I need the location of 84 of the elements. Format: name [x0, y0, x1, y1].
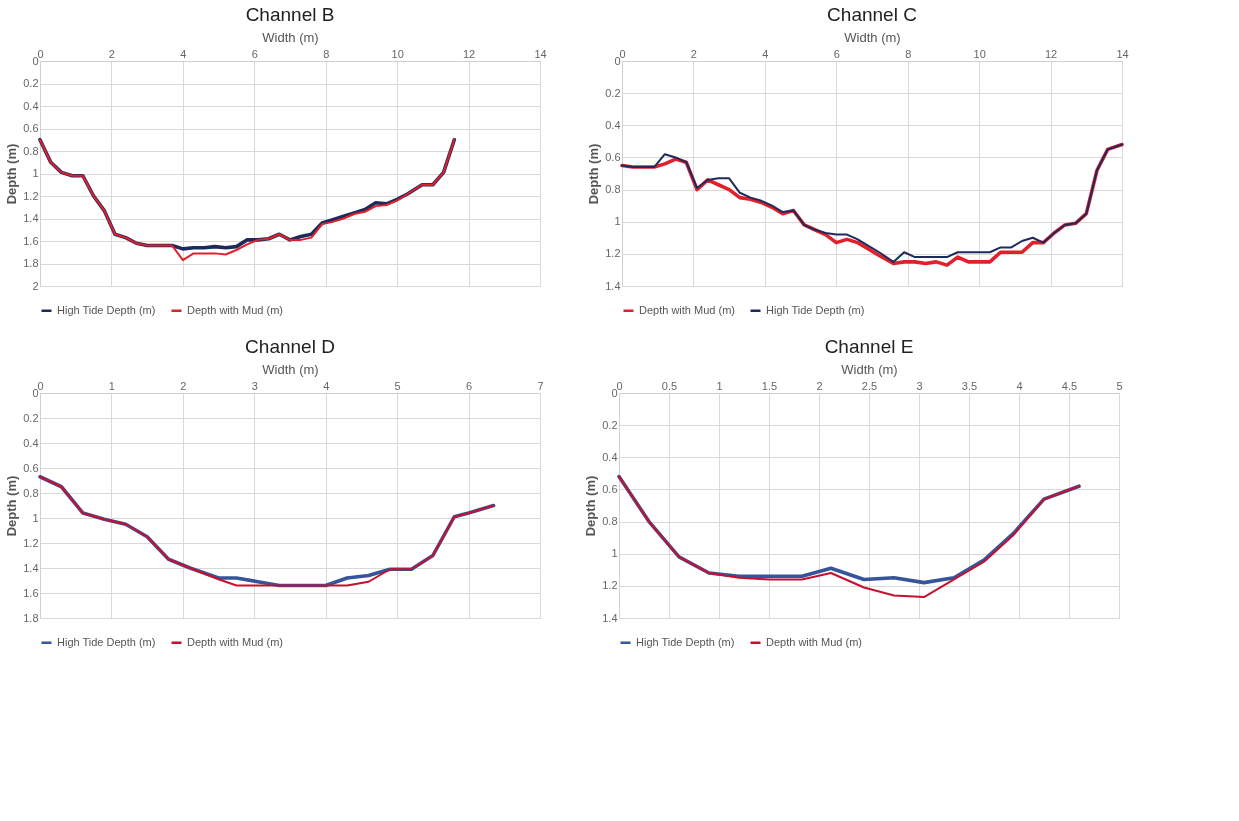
x-tick-label: 4.5	[1061, 379, 1078, 392]
y-axis-title: Depth (m)	[4, 475, 20, 537]
x-tick-label: 4	[762, 47, 769, 60]
y-tick-label: 0.8	[605, 183, 621, 196]
x-tick-label: 8	[323, 47, 330, 60]
chart-title: Channel B	[245, 4, 335, 25]
y-tick-label: 1.8	[23, 611, 39, 624]
y-tick-label: 0.8	[602, 515, 618, 528]
x-tick-label: 14	[534, 47, 547, 60]
x-tick-label: 2	[690, 47, 697, 60]
y-tick-label: 1.2	[23, 189, 39, 202]
x-axis-title: Width (m)	[844, 29, 901, 45]
y-tick-label: 1	[614, 215, 621, 228]
y-tick-label: 0.6	[23, 461, 39, 474]
y-tick-label: 1	[611, 547, 618, 560]
y-tick-label: 0.4	[605, 118, 621, 131]
x-tick-label: 6	[833, 47, 840, 60]
y-tick-label: 1.4	[605, 279, 621, 292]
x-tick-label: 3.5	[961, 379, 978, 392]
x-tick-label: 5	[1116, 379, 1123, 392]
y-axis-title: Depth (m)	[586, 143, 602, 205]
y-tick-label: 1	[32, 167, 39, 179]
x-tick-label: 1	[108, 379, 115, 392]
x-tick-label: 3	[251, 379, 258, 392]
y-tick-label: 0.2	[602, 418, 618, 431]
y-tick-label: 1.4	[23, 561, 39, 574]
x-tick-label: 4	[180, 47, 187, 60]
x-tick-label: 12	[1044, 47, 1058, 60]
y-tick-label: 0.8	[23, 486, 39, 499]
y-tick-label: 1.8	[23, 257, 39, 269]
x-tick-label: 2	[180, 379, 187, 392]
y-tick-label: 1.2	[23, 536, 39, 549]
y-tick-label: 1.2	[602, 579, 618, 592]
y-tick-label: 0.2	[23, 77, 39, 89]
y-tick-label: 0.2	[605, 86, 621, 99]
y-tick-label: 0.4	[23, 99, 39, 112]
x-tick-label: 2	[816, 379, 823, 392]
y-tick-label: 1	[32, 511, 39, 524]
x-tick-label: 6	[466, 379, 473, 392]
x-tick-label: 14	[1116, 47, 1129, 60]
x-tick-label: 8	[905, 47, 912, 60]
x-axis-title: Width (m)	[262, 361, 319, 377]
x-tick-label: 2.5	[861, 379, 878, 392]
x-tick-label: 4	[323, 379, 330, 392]
y-tick-label: 1.6	[23, 586, 39, 599]
y-tick-label: 1.6	[23, 234, 39, 247]
x-tick-label: 0.5	[661, 379, 678, 392]
chart-title: Channel C	[827, 4, 917, 25]
y-axis-title: Depth (m)	[4, 143, 20, 205]
x-axis-title: Width (m)	[841, 361, 898, 377]
x-tick-label: 3	[916, 379, 923, 392]
y-tick-label: 0.4	[602, 450, 618, 463]
x-axis-title: Width (m)	[262, 29, 319, 45]
legend-label: Depth with Mud (m)	[639, 303, 735, 316]
y-tick-label: 1.4	[602, 611, 618, 624]
legend-label: High Tide Depth (m)	[57, 303, 156, 316]
x-tick-label: 4	[1016, 379, 1023, 392]
legend-label: Depth with Mud (m)	[187, 303, 283, 316]
legend-label: High Tide Depth (m)	[766, 303, 865, 316]
y-tick-label: 0.6	[23, 122, 39, 134]
x-tick-label: 1.5	[761, 379, 778, 392]
x-tick-label: 5	[394, 379, 401, 392]
y-tick-label: 1.4	[23, 212, 39, 224]
legend-label: High Tide Depth (m)	[636, 635, 735, 648]
y-tick-label: 0.6	[602, 482, 618, 495]
x-tick-label: 10	[973, 47, 986, 60]
legend-label: High Tide Depth (m)	[57, 635, 156, 648]
y-axis-title: Depth (m)	[583, 475, 599, 537]
legend-label: Depth with Mud (m)	[187, 635, 283, 648]
chart-title: Channel E	[824, 336, 914, 357]
x-tick-label: 7	[537, 379, 544, 392]
chart-title: Channel D	[245, 336, 335, 357]
y-tick-label: 1.2	[605, 247, 621, 260]
legend-label: Depth with Mud (m)	[766, 635, 862, 648]
x-tick-label: 10	[391, 47, 404, 60]
y-tick-label: 0.2	[23, 411, 39, 424]
x-tick-label: 2	[108, 47, 115, 60]
x-tick-label: 6	[251, 47, 258, 60]
y-tick-label: 0.6	[605, 150, 621, 163]
x-tick-label: 1	[716, 379, 723, 392]
y-tick-label: 0.4	[23, 436, 39, 449]
x-tick-label: 12	[462, 47, 476, 60]
y-tick-label: 0.8	[23, 144, 39, 157]
y-tick-label: 2	[32, 279, 39, 292]
